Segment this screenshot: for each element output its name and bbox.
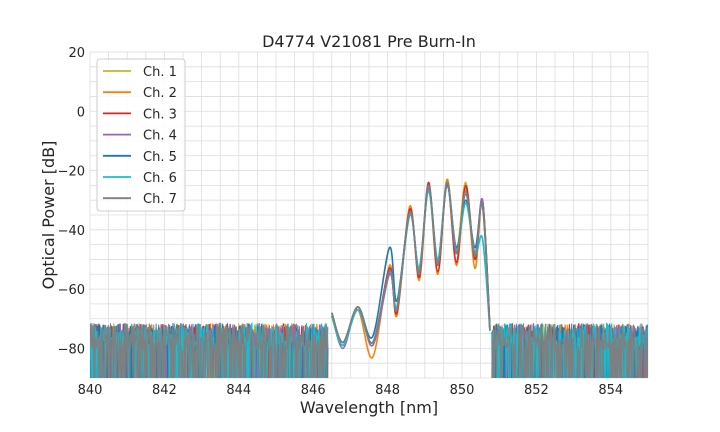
x-tick-label: 852	[524, 383, 549, 398]
y-tick-label: 20	[68, 46, 85, 61]
legend-label: Ch. 7	[143, 192, 177, 207]
x-tick-label: 842	[152, 383, 177, 398]
legend-label: Ch. 5	[143, 150, 177, 165]
legend-box	[96, 58, 186, 212]
y-tick-label: 0	[77, 105, 85, 120]
chart-title: D4774 V21081 Pre Burn-In	[262, 32, 476, 51]
legend-label: Ch. 6	[143, 171, 177, 186]
x-tick-label: 844	[226, 383, 251, 398]
legend: Ch. 1 Ch. 2 Ch. 3 Ch. 4 Ch. 5 Ch. 6 Ch. 7	[96, 58, 186, 212]
x-tick-label: 840	[78, 383, 103, 398]
legend-label: Ch. 3	[143, 107, 177, 122]
y-axis-label: Optical Power [dB]	[39, 141, 58, 290]
series-lines	[331, 178, 491, 359]
legend-label: Ch. 4	[143, 129, 177, 144]
x-tick-label: 850	[450, 383, 475, 398]
y-tick-label: −60	[58, 283, 85, 298]
x-axis-ticks: 840 842 844 846 848 850 852 854	[78, 383, 624, 398]
noise-trace	[90, 322, 329, 378]
y-tick-label: −40	[58, 224, 85, 239]
noise-trace	[491, 323, 648, 378]
x-tick-label: 848	[375, 383, 400, 398]
x-tick-label: 854	[598, 383, 623, 398]
noise-floor	[90, 321, 648, 378]
x-tick-label: 846	[301, 383, 326, 398]
series-line	[331, 181, 491, 344]
y-axis-ticks: 20 0 −20 −40 −60 −80	[58, 46, 85, 357]
legend-label: Ch. 1	[143, 65, 177, 80]
y-tick-label: −20	[58, 165, 85, 180]
y-tick-label: −80	[58, 342, 85, 357]
x-axis-label: Wavelength [nm]	[300, 398, 438, 417]
legend-label: Ch. 2	[143, 86, 177, 101]
